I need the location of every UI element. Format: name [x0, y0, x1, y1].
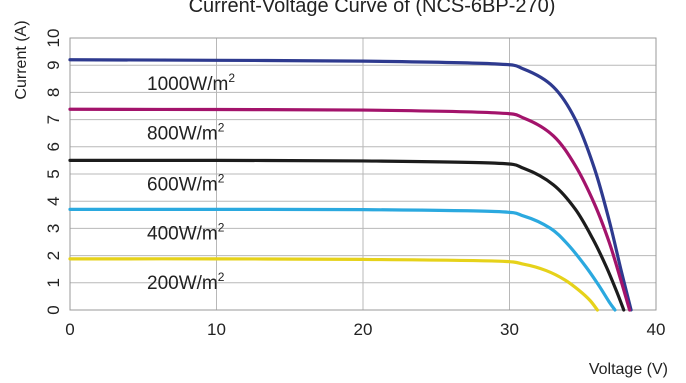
series-name: 800W/m [147, 123, 218, 144]
y-tick-label: 0 [44, 305, 63, 314]
y-tick-label: 3 [44, 224, 63, 233]
series-superscript: 2 [218, 171, 225, 185]
y-tick-label: 7 [44, 115, 63, 124]
series-superscript: 2 [218, 220, 225, 234]
y-tick-label: 4 [44, 196, 63, 205]
series-superscript: 2 [218, 270, 225, 284]
y-tick-label: 1 [44, 278, 63, 287]
plot-frame [69, 37, 657, 311]
grid [70, 38, 656, 310]
y-tick-label: 2 [44, 251, 63, 260]
curve-1 [68, 107, 632, 312]
y-tick-label: 10 [44, 29, 63, 48]
series-name: 1000W/m [147, 74, 228, 95]
curves [68, 58, 633, 312]
series-superscript: 2 [218, 120, 225, 134]
series-label: 200W/m2 [147, 270, 225, 294]
series-label: 600W/m2 [147, 171, 225, 195]
x-tick-label: 10 [207, 320, 226, 339]
series-label: 400W/m2 [147, 220, 225, 244]
curve-2 [68, 158, 626, 312]
x-tick-label: 30 [500, 320, 519, 339]
y-tick-label: 9 [44, 60, 63, 69]
curve-4 [68, 257, 599, 312]
ticks: 0 1 2 3 4 5 6 7 8 9 10 0 10 20 30 40 [44, 29, 665, 339]
series-label: 1000W/m2 [147, 71, 235, 95]
y-axis-label: Current (A) [13, 20, 30, 99]
y-tick-label: 6 [44, 142, 63, 151]
y-tick-label: 5 [44, 169, 63, 178]
series-name: 200W/m [147, 273, 218, 294]
x-tick-label: 0 [65, 320, 74, 339]
chart-title: Current-Voltage Curve of (NCS-6BP-270) [189, 0, 556, 17]
series-label: 800W/m2 [147, 120, 225, 144]
x-tick-label: 40 [647, 320, 666, 339]
series-name: 600W/m [147, 174, 218, 195]
y-tick-label: 8 [44, 88, 63, 97]
series-superscript: 2 [228, 71, 235, 85]
x-axis-label: Voltage (V) [589, 361, 668, 378]
curve-0 [68, 58, 633, 312]
x-tick-label: 20 [354, 320, 373, 339]
series-name: 400W/m [147, 223, 218, 244]
curve-3 [68, 207, 617, 312]
